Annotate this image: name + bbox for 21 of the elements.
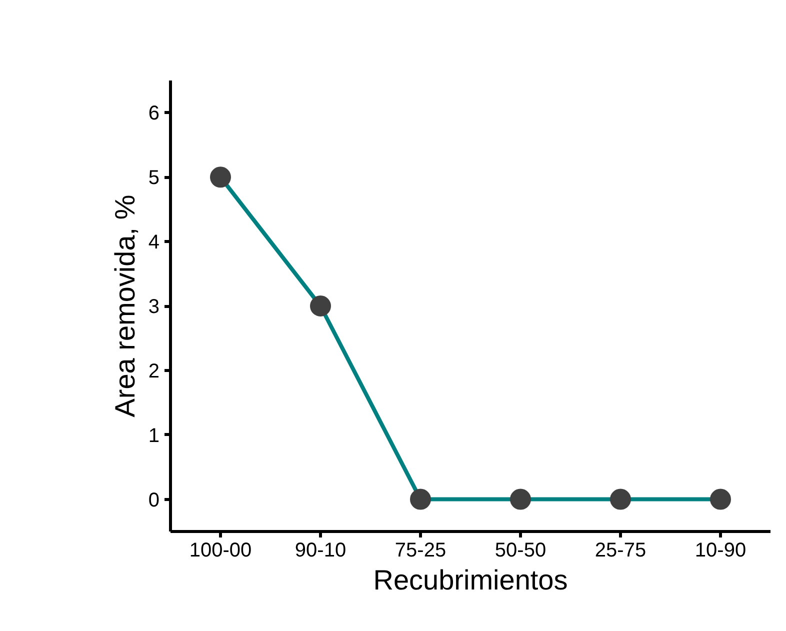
point bbox=[410, 488, 431, 510]
point bbox=[610, 488, 631, 510]
x-tick-label: 90-10 bbox=[294, 540, 346, 562]
point bbox=[310, 296, 331, 316]
x-tick-label: 75-25 bbox=[394, 540, 446, 562]
x-tick-label: 50-50 bbox=[494, 540, 546, 562]
x-axis-title: Recubrimientos bbox=[373, 564, 568, 596]
y-tick-label: 4 bbox=[148, 232, 160, 254]
y-tick-label: 0 bbox=[148, 489, 160, 512]
point bbox=[510, 488, 531, 510]
x-tick-label: 100-00 bbox=[189, 540, 252, 562]
x-tick-label: 10-90 bbox=[694, 540, 746, 562]
y-tick-label: 1 bbox=[148, 424, 160, 447]
y-tick-label: 6 bbox=[148, 102, 160, 125]
point bbox=[710, 488, 731, 510]
x-tick-label: 25-75 bbox=[594, 540, 646, 562]
point bbox=[210, 166, 231, 188]
y-tick-label: 2 bbox=[148, 360, 160, 382]
y-tick-label: 5 bbox=[148, 167, 160, 190]
y-tick-label: 3 bbox=[148, 296, 160, 318]
y-axis-title: Area removida, % bbox=[109, 194, 140, 418]
